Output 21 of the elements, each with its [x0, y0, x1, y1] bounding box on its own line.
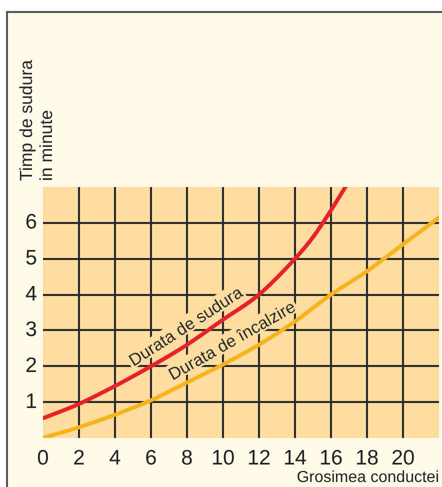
x-tick-label: 14	[283, 446, 307, 470]
x-tick-label: 16	[319, 446, 343, 470]
y-tick-label: 6	[25, 210, 37, 234]
line-series	[43, 215, 439, 438]
x-tick-label: 4	[109, 446, 122, 470]
line-series	[43, 187, 348, 420]
x-tick-label: 10	[211, 446, 235, 470]
y-tick-label: 5	[25, 246, 37, 270]
x-tick-label: 12	[247, 446, 271, 470]
x-tick-label: 18	[355, 446, 379, 470]
y-tick-label: 1	[25, 390, 37, 413]
x-tick-label: 0	[37, 446, 49, 470]
x-tick-label: 20	[391, 446, 415, 470]
x-tick-label: 8	[181, 446, 193, 470]
y-tick-label: 3	[25, 318, 37, 342]
y-axis-title: Timp de sudura in minute	[16, 59, 56, 181]
x-axis-title: Grosimea conductei	[296, 468, 439, 487]
x-tick-label: 6	[145, 446, 157, 470]
y-tick-label: 2	[25, 354, 37, 378]
y-tick-label: 4	[25, 282, 38, 306]
x-tick-label: 2	[73, 446, 85, 470]
